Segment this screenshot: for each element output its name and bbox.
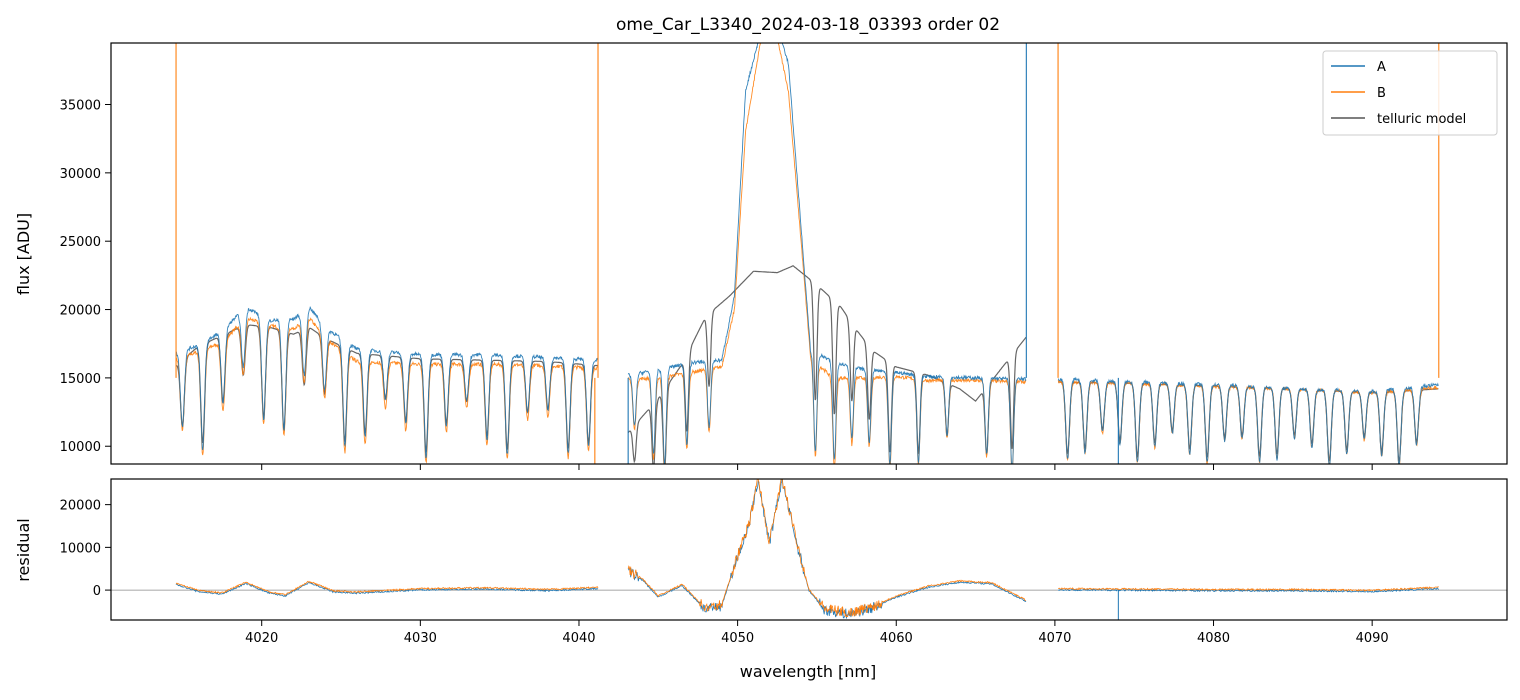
residual-plot-frame (110, 478, 1508, 621)
residual-series-b-seg0 (175, 580, 599, 596)
residual-y-tick-label: 0 (93, 584, 101, 599)
flux-y-tick-label: 25000 (60, 235, 101, 250)
flux-plot-frame (110, 42, 1508, 465)
residual-x-tick-label: 4090 (1356, 631, 1389, 646)
flux-series-model-seg1 (627, 265, 1027, 464)
residual-x-axis: 4020 4030 4040 4050 4060 4070 4080 4090 (245, 620, 1389, 646)
flux-series-a-seg0 (175, 306, 599, 459)
residual-series-b-seg1 (627, 479, 1027, 618)
residual-series-b-seg2 (1058, 586, 1439, 592)
legend-label-a: A (1377, 60, 1386, 75)
residual-plot-area (111, 479, 1507, 620)
flux-series-a-seg1 (627, 43, 1027, 464)
residual-y-tick-label: 20000 (60, 499, 101, 514)
figure-title: ome_Car_L3340_2024-03-18_03393 order 02 (616, 15, 1000, 35)
residual-x-tick-label: 4030 (404, 631, 437, 646)
residual-y-tick-label: 10000 (60, 541, 101, 556)
flux-y-axis: 10000 15000 20000 25000 30000 35000 (60, 99, 111, 455)
residual-y-axis-title: residual (14, 518, 33, 581)
flux-y-tick-label: 35000 (60, 99, 101, 114)
legend-label-b: B (1377, 86, 1386, 101)
legend-label-model: telluric model (1377, 112, 1466, 127)
flux-y-tick-label: 30000 (60, 167, 101, 182)
flux-y-tick-label: 10000 (60, 440, 101, 455)
residual-x-tick-label: 4080 (1197, 631, 1230, 646)
residual-x-axis-title: wavelength [nm] (740, 662, 877, 681)
residual-series-a-seg1 (627, 479, 1027, 619)
residual-x-tick-label: 4070 (1038, 631, 1071, 646)
flux-series-b-seg0 (175, 316, 598, 464)
residual-y-axis: 0 10000 20000 (60, 499, 111, 599)
residual-x-tick-label: 4020 (245, 631, 278, 646)
legend: A B telluric model (1322, 50, 1498, 136)
flux-series-a-seg2 (1057, 376, 1439, 464)
legend-box (1322, 50, 1498, 136)
flux-y-axis-title: flux [ADU] (14, 213, 33, 295)
flux-y-tick-label: 15000 (60, 372, 101, 387)
flux-y-tick-label: 20000 (60, 304, 101, 319)
flux-series-b-seg1 (627, 43, 1027, 464)
flux-x-axis (261, 464, 1373, 470)
flux-plot-area (175, 43, 1440, 464)
residual-x-tick-label: 4060 (880, 631, 913, 646)
residual-series-a-seg0 (175, 581, 599, 598)
residual-x-tick-label: 4040 (562, 631, 595, 646)
residual-x-tick-label: 4050 (721, 631, 754, 646)
residual-series-a-seg2 (1057, 587, 1439, 593)
